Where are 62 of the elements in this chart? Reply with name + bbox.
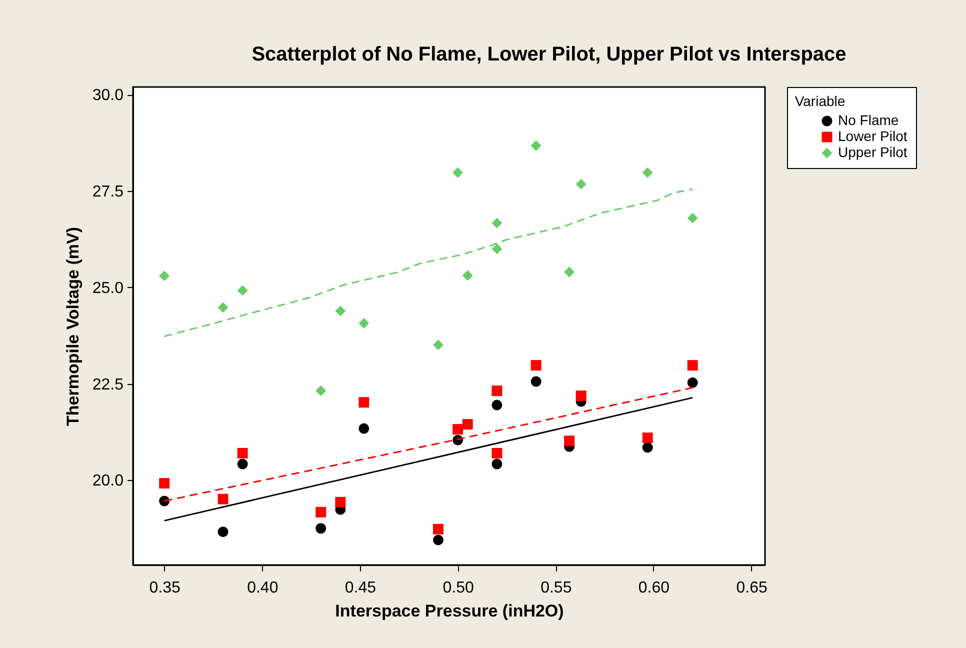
point <box>642 432 653 444</box>
point <box>642 167 653 178</box>
point <box>335 496 346 508</box>
y-axis-title: Thermopile Voltage (mV) <box>63 227 82 426</box>
point <box>530 360 542 371</box>
y-tick-label: 30.0 <box>92 87 124 104</box>
point <box>564 436 575 446</box>
line-series <box>164 188 694 338</box>
y-tick-label: 27.5 <box>92 184 124 201</box>
point <box>452 424 464 435</box>
point <box>432 340 444 350</box>
point <box>159 478 170 489</box>
point <box>159 270 170 282</box>
point <box>492 218 502 228</box>
y-tick-label: 22.5 <box>92 376 124 394</box>
point <box>237 285 248 296</box>
point <box>432 524 444 534</box>
x-tick-label: 0.65 <box>736 580 768 596</box>
point <box>492 448 502 458</box>
point <box>316 523 326 534</box>
point <box>462 270 473 281</box>
point <box>218 302 228 313</box>
point <box>576 390 586 402</box>
point <box>237 448 248 458</box>
point <box>564 266 575 278</box>
point <box>576 178 586 190</box>
legend-label: Lower Pilot <box>838 128 908 144</box>
point <box>687 212 698 224</box>
x-axis-title: Interspace Pressure (inH2O) <box>335 602 564 620</box>
point <box>358 318 370 329</box>
point <box>492 400 502 410</box>
x-tick-label: 0.40 <box>247 580 278 596</box>
x-tick-label: 0.50 <box>442 580 474 596</box>
y-tick-label: 25.0 <box>92 280 124 297</box>
point <box>316 506 326 518</box>
point <box>642 442 653 453</box>
x-tick-label: 0.45 <box>344 580 376 596</box>
point <box>218 494 228 504</box>
point <box>530 376 542 387</box>
point <box>492 458 502 470</box>
legend-label: No Flame <box>838 112 899 128</box>
x-tick-label: 0.35 <box>149 580 180 596</box>
point <box>218 526 228 538</box>
legend-title: Variable <box>794 93 846 109</box>
point <box>530 140 542 151</box>
chart-title: Scatterplot of No Flame, Lower Pilot, Upper Pilot vs Interspace <box>252 44 846 66</box>
point <box>687 360 698 371</box>
point <box>358 397 370 408</box>
x-tick-label: 0.55 <box>540 580 572 596</box>
point <box>316 386 326 396</box>
point <box>237 458 248 470</box>
point <box>432 534 444 546</box>
point <box>687 377 698 388</box>
y-tick-label: 20.0 <box>92 472 124 490</box>
point <box>492 244 502 254</box>
point <box>492 386 502 396</box>
point <box>462 419 473 430</box>
point <box>452 167 464 178</box>
point <box>358 423 370 434</box>
point <box>335 306 346 316</box>
legend-label: Upper Pilot <box>838 144 908 160</box>
x-tick-label: 0.60 <box>638 580 670 596</box>
